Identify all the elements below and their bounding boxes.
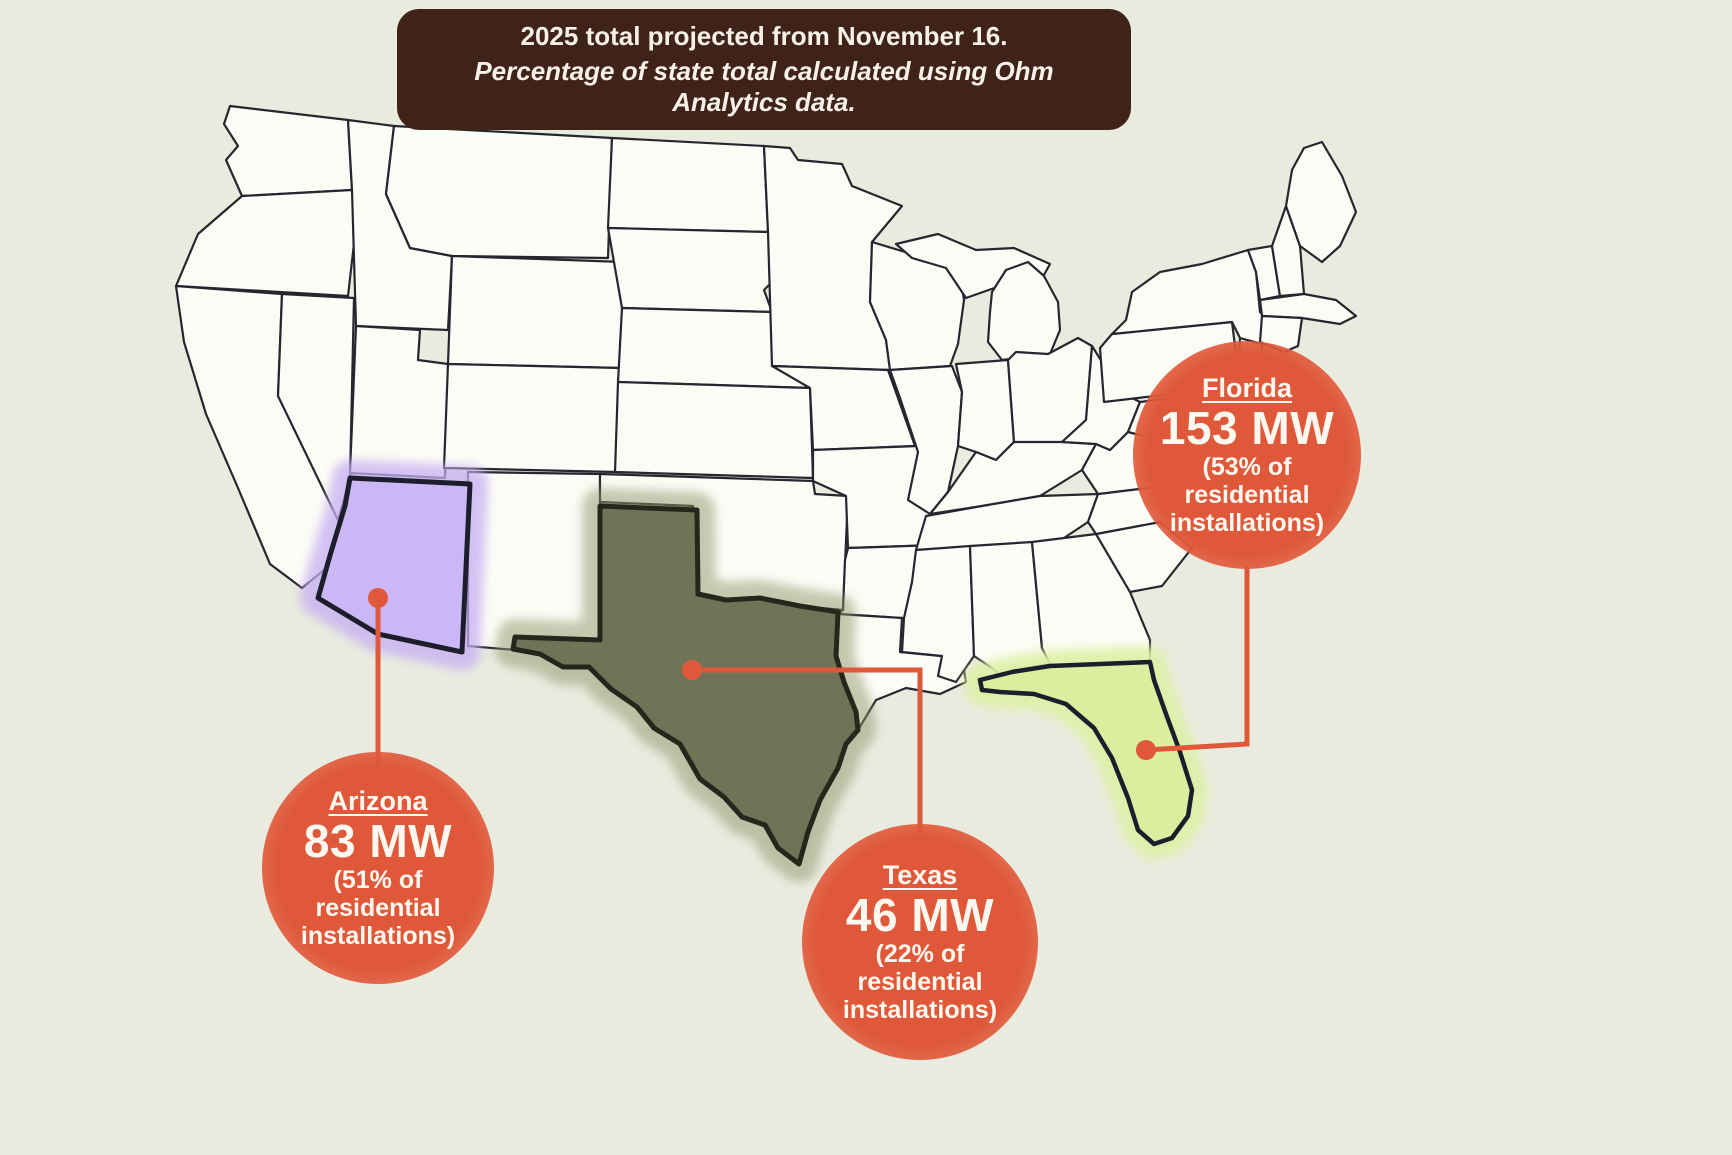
state-arizona-highlighted	[315, 475, 473, 655]
badge-texas-value: 46 MW	[845, 888, 995, 941]
state-washington	[222, 104, 354, 198]
state-new-hampshire	[1270, 204, 1306, 298]
state-new-york	[1110, 248, 1298, 350]
badge-florida-value: 153 MW	[1159, 401, 1335, 454]
state-florida-highlighted	[977, 659, 1195, 847]
state-montana	[384, 124, 614, 260]
connectors-layer	[368, 566, 1250, 835]
badge-florida-state-name: Florida	[1201, 372, 1292, 403]
state-texas-highlighted	[510, 503, 861, 867]
banner-title: 2025 total projected from November 16.	[520, 21, 1008, 51]
badge-arizona-share: (51% of residential installations)	[300, 866, 456, 951]
state-kansas	[613, 380, 815, 480]
state-marker-dot-arizona	[368, 588, 388, 608]
state-marker-dot-florida	[1136, 740, 1156, 760]
connector-line-florida	[1145, 566, 1250, 753]
title-banner: 2025 total projected from November 16. P…	[397, 9, 1131, 130]
connector-line-texas	[692, 667, 923, 835]
highlighted-states-layer	[315, 475, 1195, 867]
banner-subtitle: Percentage of state total calculated usi…	[474, 56, 1054, 117]
badge-texas: Texas 46 MW (22% of residential installa…	[802, 824, 1038, 1060]
state-indiana	[954, 358, 1016, 462]
badge-florida-share: (53% of residential installations)	[1169, 453, 1325, 538]
badge-florida: Florida 153 MW (53% of residential insta…	[1133, 341, 1361, 569]
state-colorado	[442, 362, 622, 474]
state-michigan-lower	[986, 260, 1062, 362]
state-south-dakota	[606, 226, 774, 314]
state-marker-dot-texas	[682, 660, 702, 680]
state-oregon	[174, 188, 358, 298]
state-wyoming	[446, 254, 626, 370]
state-maine	[1284, 140, 1358, 264]
state-utah	[348, 324, 450, 480]
badge-arizona-value: 83 MW	[303, 814, 453, 867]
badge-arizona: Arizona 83 MW (51% of residential instal…	[262, 752, 494, 984]
state-north-dakota	[606, 136, 770, 234]
badge-texas-state-name: Texas	[882, 859, 958, 890]
badge-texas-share: (22% of residential installations)	[842, 940, 998, 1025]
badge-arizona-state-name: Arizona	[328, 785, 428, 816]
